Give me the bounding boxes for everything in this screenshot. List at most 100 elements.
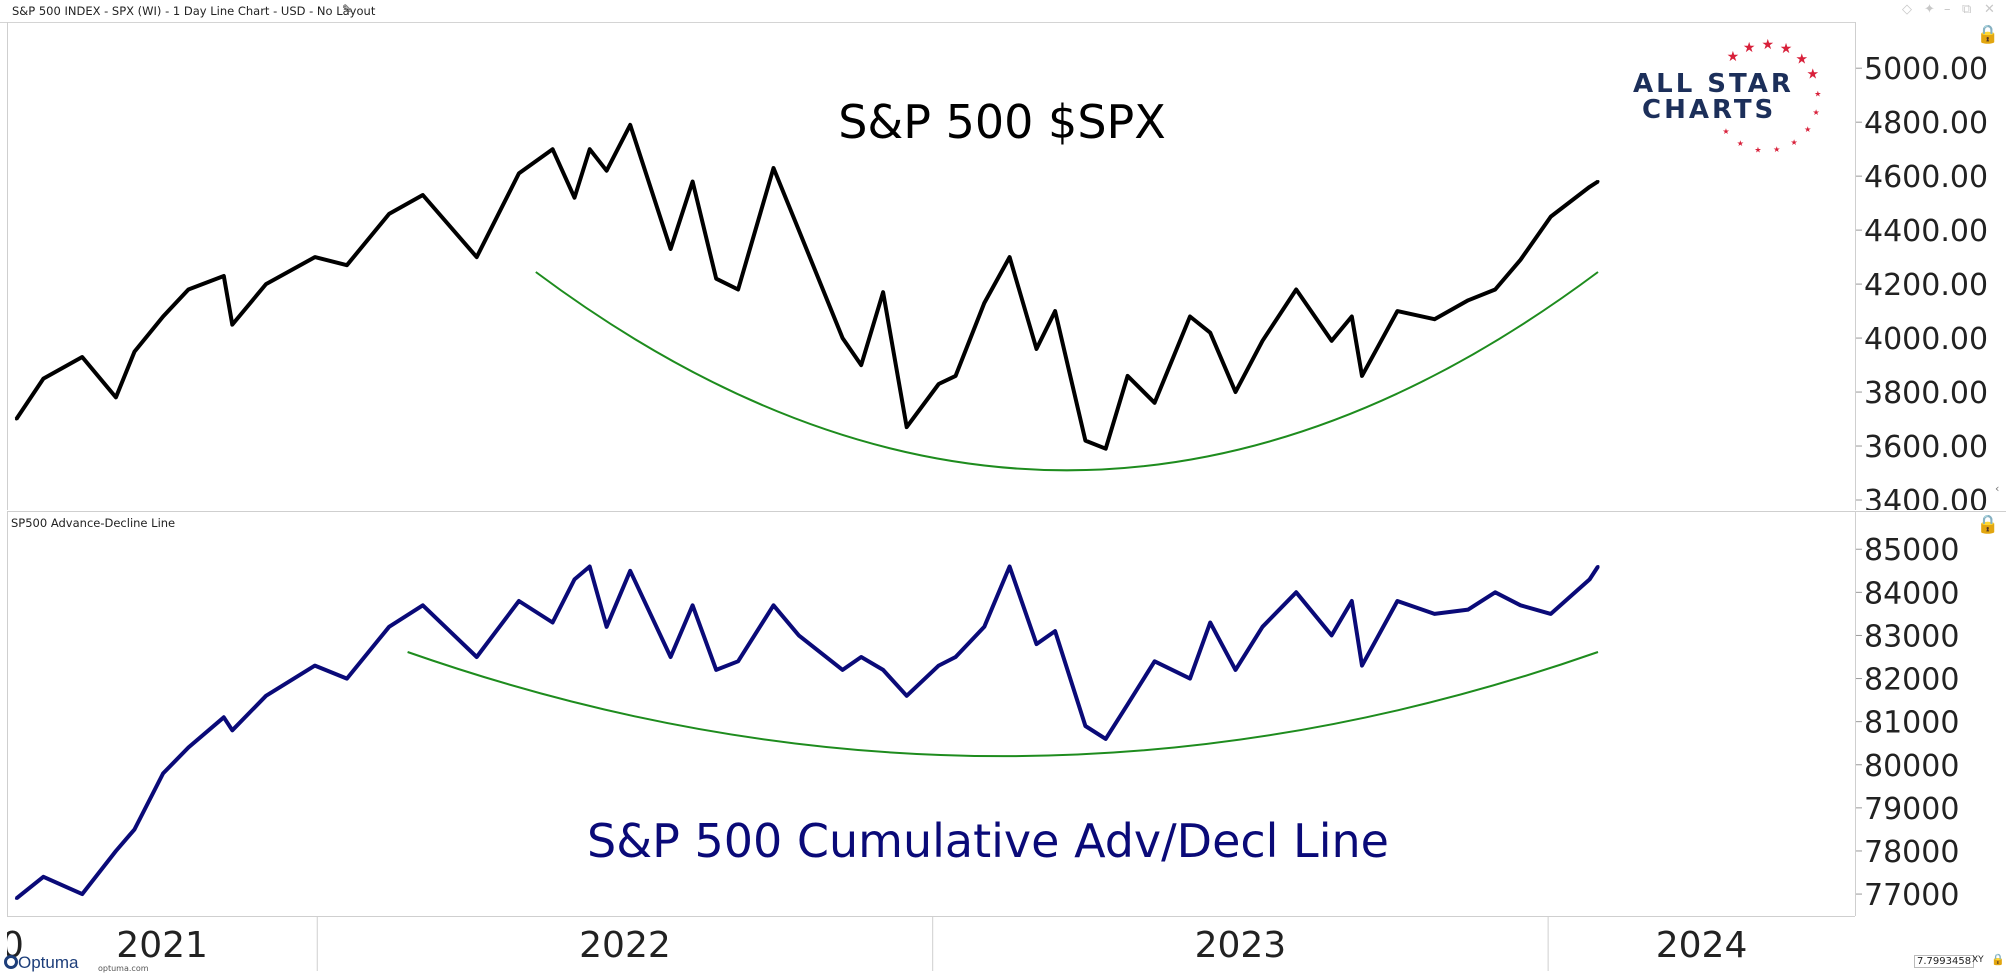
data-point bbox=[1126, 374, 1130, 378]
price-panel[interactable]: S&P 500 $SPX ★ ★ ★ ★ ★ ★ ★ ★ ★ ★ ★ ★ ★ ★ ALL STAR CHARTS bbox=[7, 22, 1856, 510]
y-tick-label: 84000 bbox=[1864, 576, 1959, 611]
data-point bbox=[937, 382, 941, 386]
x-tick-label: 2021 bbox=[116, 925, 208, 966]
data-point bbox=[345, 263, 349, 267]
panel2-title: SP500 Advance-Decline Line bbox=[11, 516, 176, 530]
data-point bbox=[1083, 439, 1087, 443]
collapse-arrow-icon[interactable]: ‹ bbox=[1995, 482, 2000, 495]
padlock-icon[interactable]: 🔒 bbox=[1991, 953, 2005, 966]
close-icon[interactable]: ✕ bbox=[1984, 2, 1995, 17]
data-point bbox=[588, 147, 592, 151]
data-point bbox=[669, 247, 673, 251]
adline-panel[interactable]: S&P 500 Cumulative Adv/Decl Line bbox=[7, 511, 1856, 916]
data-point bbox=[982, 301, 986, 305]
date-x-axis[interactable]: 0 2021 2022 2023 2024 bbox=[1, 916, 1855, 971]
logo-star-icon: ★ bbox=[1795, 51, 1808, 67]
data-point bbox=[1466, 608, 1470, 612]
data-point bbox=[1596, 180, 1600, 184]
series-line-0 bbox=[14, 122, 1600, 451]
data-point bbox=[714, 277, 718, 281]
adline-y-axis[interactable]: 🔒 77000 78000 79000 80000 81000 82000 83000 840… bbox=[1855, 511, 2006, 916]
data-point bbox=[14, 896, 18, 900]
data-point bbox=[1518, 603, 1522, 607]
data-point bbox=[551, 621, 555, 625]
pin-icon[interactable]: ✦ bbox=[1924, 2, 1935, 17]
data-point bbox=[772, 603, 776, 607]
data-point bbox=[841, 336, 845, 340]
y-tick-label: 80000 bbox=[1864, 749, 1959, 784]
data-point bbox=[1395, 309, 1399, 313]
logo-star-icon: ★ bbox=[1754, 145, 1761, 154]
logo-text-bottom: CHARTS bbox=[1642, 95, 1776, 125]
zoom-readout: 7.7993458 bbox=[1914, 955, 1975, 968]
data-point bbox=[517, 599, 521, 603]
y-tick-label: 83000 bbox=[1864, 619, 1959, 654]
edit-pencil-icon[interactable]: ✎ bbox=[342, 2, 353, 16]
data-point bbox=[937, 664, 941, 668]
data-point bbox=[1234, 668, 1238, 672]
diamond-icon[interactable]: ◇ bbox=[1902, 2, 1912, 17]
data-point bbox=[186, 746, 190, 750]
y-tick-label: 4800.00 bbox=[1864, 106, 1988, 141]
data-point bbox=[114, 395, 118, 399]
data-point bbox=[222, 715, 226, 719]
logo-star-icon: ★ bbox=[1773, 145, 1780, 154]
data-point bbox=[551, 147, 555, 151]
data-point bbox=[628, 569, 632, 573]
data-point bbox=[841, 668, 845, 672]
data-point bbox=[222, 274, 226, 278]
data-point bbox=[186, 287, 190, 291]
data-point bbox=[1466, 298, 1470, 302]
y-tick-label: 78000 bbox=[1864, 835, 1959, 870]
data-point bbox=[859, 363, 863, 367]
data-point bbox=[1350, 314, 1354, 318]
data-point bbox=[1208, 621, 1212, 625]
data-point bbox=[1330, 633, 1334, 637]
x-tick-label: 2024 bbox=[1656, 925, 1748, 966]
x-tick-label: 2022 bbox=[579, 925, 671, 966]
data-point bbox=[1053, 309, 1057, 313]
price-y-axis-svg: 3400.00 3600.00 3800.00 4000.00 4200.00 4400.… bbox=[1856, 52, 1988, 510]
data-point bbox=[797, 228, 801, 232]
data-point bbox=[797, 633, 801, 637]
data-point bbox=[1360, 374, 1364, 378]
data-point bbox=[80, 892, 84, 896]
data-point bbox=[80, 355, 84, 359]
data-point bbox=[313, 255, 317, 259]
data-point bbox=[905, 425, 909, 429]
chart-window-title: S&P 500 INDEX - SPX (WI) - 1 Day Line Ch… bbox=[12, 4, 376, 18]
lock-icon[interactable]: 🔒 bbox=[1976, 514, 1999, 535]
data-point bbox=[517, 171, 521, 175]
price-y-axis[interactable]: 🔒 3400.00 3600.00 3800.00 4000.00 4200.00 440… bbox=[1855, 22, 2006, 510]
data-point bbox=[230, 323, 234, 327]
y-tick-label: 79000 bbox=[1864, 792, 1959, 827]
data-point bbox=[41, 875, 45, 879]
logo-star-icon: ★ bbox=[1790, 138, 1797, 147]
data-point bbox=[387, 625, 391, 629]
data-point bbox=[573, 577, 577, 581]
minimize-icon[interactable]: – bbox=[1944, 2, 1951, 17]
data-point bbox=[1493, 287, 1497, 291]
adline-y-axis-svg: 77000 78000 79000 80000 81000 82000 83000 84000… bbox=[1856, 533, 1959, 913]
y-tick-label: 3600.00 bbox=[1864, 430, 1988, 465]
data-point bbox=[313, 664, 317, 668]
data-point bbox=[691, 180, 695, 184]
data-point bbox=[859, 655, 863, 659]
restore-icon[interactable]: ⧉ bbox=[1962, 2, 1972, 17]
lock-icon[interactable]: 🔒 bbox=[1976, 24, 1999, 45]
data-point bbox=[1294, 590, 1298, 594]
bowl-arc-annotation bbox=[407, 651, 1599, 758]
logo-star-icon: ★ bbox=[1804, 125, 1811, 134]
xy-toggle[interactable]: XY bbox=[1972, 955, 1984, 965]
data-point bbox=[628, 123, 632, 127]
data-point bbox=[1596, 564, 1600, 568]
y-tick-label: 77000 bbox=[1864, 878, 1959, 913]
data-point bbox=[1234, 390, 1238, 394]
date-x-axis-svg: 0 2021 2022 2023 2024 bbox=[1, 917, 1748, 971]
y-tick-label: 4400.00 bbox=[1864, 214, 1988, 249]
data-point bbox=[905, 694, 909, 698]
data-point bbox=[1153, 401, 1157, 405]
data-point bbox=[1188, 677, 1192, 681]
data-point bbox=[1126, 702, 1130, 706]
data-point bbox=[691, 603, 695, 607]
